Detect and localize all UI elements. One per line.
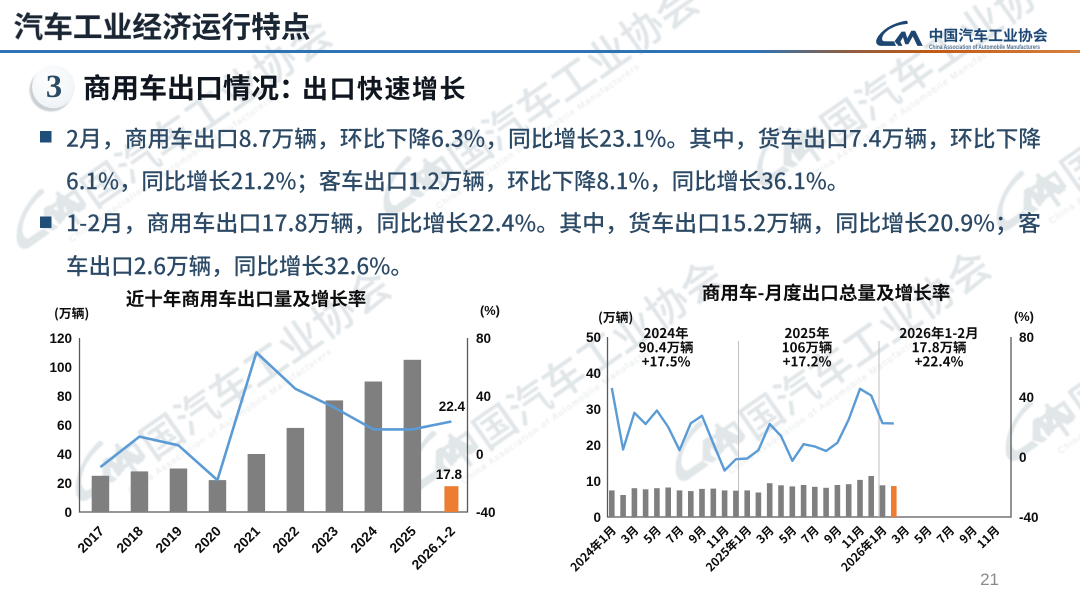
svg-text:2026.1-2: 2026.1-2 <box>409 523 458 572</box>
svg-text:2018: 2018 <box>114 523 147 556</box>
svg-text:100: 100 <box>49 360 72 375</box>
svg-text:2020: 2020 <box>192 523 225 556</box>
svg-text:2024: 2024 <box>348 523 381 556</box>
svg-text:40: 40 <box>476 389 491 404</box>
svg-text:0: 0 <box>593 510 601 525</box>
svg-text:80: 80 <box>57 389 72 404</box>
svg-text:3: 3 <box>46 69 62 105</box>
svg-text:80: 80 <box>1019 330 1034 345</box>
svg-text:0: 0 <box>64 505 72 520</box>
svg-text:0: 0 <box>1019 450 1027 465</box>
svg-text:30: 30 <box>586 402 601 417</box>
svg-text:20: 20 <box>57 476 72 491</box>
svg-text:-40: -40 <box>476 505 496 520</box>
svg-text:20: 20 <box>586 438 601 453</box>
svg-text:17.8: 17.8 <box>436 467 463 482</box>
svg-text:80: 80 <box>476 331 491 346</box>
svg-text:22.4: 22.4 <box>439 399 466 414</box>
svg-text:40: 40 <box>586 366 601 381</box>
svg-text:(%): (%) <box>1014 309 1034 324</box>
svg-text:60: 60 <box>57 418 72 433</box>
svg-text:-40: -40 <box>1019 510 1039 525</box>
svg-text:(%): (%) <box>480 303 500 318</box>
svg-text:2021: 2021 <box>231 523 264 556</box>
svg-text:2023: 2023 <box>309 523 342 556</box>
svg-text:0: 0 <box>476 447 484 462</box>
svg-text:China Association of Automobil: China Association of Automobile Manufact… <box>929 44 1040 51</box>
svg-text:40: 40 <box>57 447 72 462</box>
svg-text:2025: 2025 <box>387 523 420 556</box>
svg-text:10: 10 <box>586 474 601 489</box>
svg-text:50: 50 <box>586 330 601 345</box>
svg-text:40: 40 <box>1019 390 1034 405</box>
svg-text:2017: 2017 <box>75 523 108 556</box>
svg-text:120: 120 <box>49 331 72 346</box>
svg-text:2019: 2019 <box>153 523 186 556</box>
svg-text:2022: 2022 <box>270 523 303 556</box>
svg-text:21: 21 <box>980 570 999 589</box>
